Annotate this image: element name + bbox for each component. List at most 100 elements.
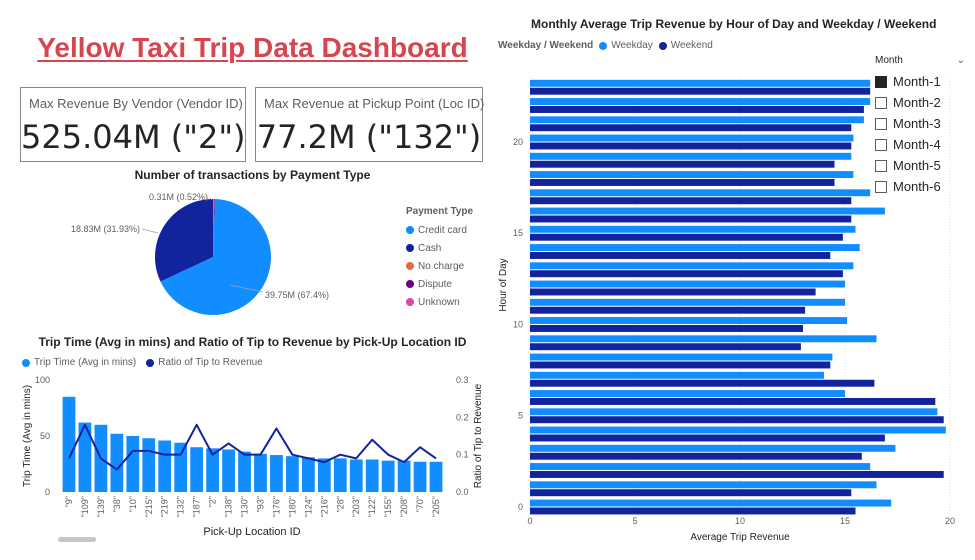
x-tick-label: "203" (351, 496, 361, 517)
checkbox[interactable] (875, 75, 887, 88)
kpi-card-vendor: Max Revenue By Vendor (Vendor ID) 525.04… (20, 87, 246, 162)
bar-weekend (530, 325, 803, 332)
bar-weekday (530, 481, 877, 489)
hbar-chart-title: Monthly Average Trip Revenue by Hour of … (531, 17, 937, 31)
bar (190, 447, 204, 492)
x-tick-label: "219" (160, 496, 170, 517)
pie-legend-item: Cash (406, 239, 473, 257)
bar (270, 455, 283, 492)
bar-weekday (530, 79, 871, 87)
legend-label: Trip Time (Avg in mins) (34, 357, 137, 368)
checkbox[interactable] (875, 117, 887, 130)
pie-chart-title: Number of transactions by Payment Type (134, 168, 371, 182)
legend-dot (406, 298, 414, 306)
bar-weekday (530, 171, 854, 179)
bar-weekend (530, 288, 816, 296)
y2-tick-label: 0.1 (456, 450, 469, 460)
pie-legend-item: Dispute (406, 275, 473, 293)
x-tick-label: "216" (319, 496, 329, 517)
bar (333, 458, 347, 492)
bar-weekend (530, 87, 871, 95)
bar-weekday (530, 390, 845, 398)
bar-weekend (530, 416, 944, 424)
y-tick-label: 20 (513, 137, 523, 147)
y-tick-label: 50 (40, 431, 50, 441)
x-tick-label: "28" (335, 496, 345, 512)
kpi-label: Max Revenue By Vendor (Vendor ID) (29, 96, 243, 111)
bar-weekend (530, 471, 944, 478)
dashboard-title: Yellow Taxi Trip Data Dashboard (37, 32, 468, 63)
checkbox[interactable] (875, 96, 887, 109)
y-tick-label: 5 (518, 411, 523, 421)
horizontal-scrollbar[interactable] (58, 537, 96, 542)
bar-weekend (530, 215, 852, 223)
bar-weekend (530, 252, 831, 259)
bar (254, 453, 267, 492)
bar-weekday (530, 444, 896, 452)
x-tick-label: "205" (431, 496, 441, 517)
bar-weekday (530, 298, 845, 306)
bar-weekday (530, 189, 871, 197)
x-tick-label: "10" (128, 496, 138, 512)
x-tick-label: 20 (945, 516, 955, 526)
bar (238, 451, 251, 492)
checkbox[interactable] (875, 159, 887, 172)
pie-data-label: 18.83M (31.93%) (71, 224, 140, 234)
hbar-legend: Weekday / Weekend Weekday Weekend (498, 40, 713, 51)
bar-weekend (530, 379, 875, 387)
bar-weekend (530, 160, 835, 168)
bar (174, 442, 188, 492)
x-tick-label: "132" (176, 496, 186, 517)
y-tick-label: 0 (518, 502, 523, 512)
pie-slice (213, 199, 215, 257)
x-tick-label: "122" (367, 496, 377, 517)
chevron-down-icon[interactable]: ⌄ (956, 54, 965, 66)
slicer-option-month-2[interactable]: Month-2 (875, 92, 965, 113)
slicer-option-month-1[interactable]: Month-1 (875, 71, 965, 92)
bar-weekend (530, 306, 806, 314)
bar (413, 461, 427, 492)
slicer-option-label: Month-6 (893, 179, 941, 194)
legend-label: Dispute (418, 278, 452, 290)
checkbox[interactable] (875, 138, 887, 151)
bar (429, 461, 443, 492)
bar-weekday (530, 353, 833, 361)
x-tick-label: "138" (224, 496, 234, 517)
leader-line (209, 197, 213, 201)
slicer-option-month-6[interactable]: Month-6 (875, 176, 965, 197)
x-tick-label: "70" (415, 496, 425, 512)
bar (222, 449, 235, 492)
legend-dot (22, 358, 30, 367)
bar (206, 448, 219, 492)
x-tick-label: "109" (80, 496, 90, 517)
bar-weekend (530, 197, 852, 205)
x-tick-label: "2" (208, 496, 218, 507)
legend-dot (658, 41, 667, 50)
bar-weekday (530, 116, 864, 124)
bar-weekend (530, 361, 831, 369)
bar-weekday (530, 317, 848, 325)
legend-item-weekend: Weekend (658, 40, 713, 51)
legend-item-trip-time: Trip Time (Avg in mins) (22, 357, 136, 368)
checkbox[interactable] (875, 180, 887, 193)
bar-weekday (530, 98, 871, 106)
bar (317, 458, 331, 492)
y2-tick-label: 0.3 (456, 375, 469, 385)
slicer-option-label: Month-4 (893, 137, 941, 152)
slicer-option-month-4[interactable]: Month-4 (875, 134, 965, 155)
slicer-option-month-5[interactable]: Month-5 (875, 155, 965, 176)
x-axis-title: Average Trip Revenue (690, 532, 790, 543)
y2-tick-label: 0.2 (456, 412, 469, 422)
bar (78, 422, 92, 492)
bar-weekend (530, 124, 852, 132)
bar-weekday (530, 280, 845, 288)
combo-chart-title: Trip Time (Avg in mins) and Ratio of Tip… (38, 335, 467, 349)
tip-ratio-line (68, 423, 437, 471)
pie-legend: Payment Type Credit card Cash No charge Dis… (406, 206, 473, 311)
pie-legend-item: No charge (406, 257, 473, 275)
slicer-option-label: Month-2 (893, 95, 941, 110)
bar-weekday (530, 499, 892, 507)
slicer-option-month-3[interactable]: Month-3 (875, 113, 965, 134)
legend-label: Credit card (418, 224, 467, 236)
y-axis-title: Trip Time (Avg in mins) (22, 385, 33, 487)
